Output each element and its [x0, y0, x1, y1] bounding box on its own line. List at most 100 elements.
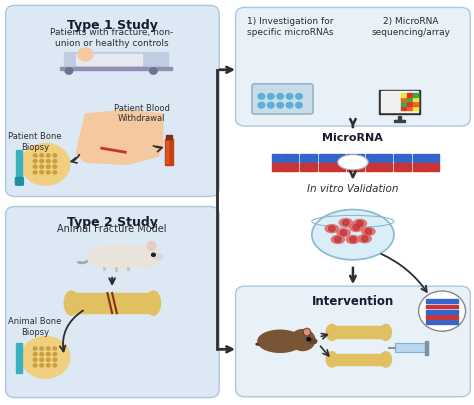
Ellipse shape	[362, 228, 375, 235]
Circle shape	[340, 230, 347, 235]
Circle shape	[33, 165, 37, 168]
Bar	[381, 92, 418, 113]
Bar	[17, 150, 22, 180]
Bar	[328, 154, 336, 162]
Bar	[412, 106, 418, 110]
Ellipse shape	[350, 224, 363, 232]
Polygon shape	[76, 110, 163, 164]
Bar	[356, 163, 364, 171]
Text: Patient Blood
Withdrawal: Patient Blood Withdrawal	[114, 104, 170, 124]
Circle shape	[53, 171, 57, 174]
Ellipse shape	[88, 245, 149, 269]
Text: Patient Bone
Biopsy: Patient Bone Biopsy	[9, 132, 62, 151]
Circle shape	[46, 165, 50, 168]
Bar	[422, 154, 430, 162]
Circle shape	[53, 160, 57, 163]
Bar	[272, 163, 280, 171]
Bar	[165, 139, 173, 166]
Bar	[407, 97, 412, 101]
Bar	[347, 154, 355, 162]
Ellipse shape	[326, 324, 337, 341]
Circle shape	[40, 154, 44, 157]
Bar	[401, 106, 406, 110]
Bar	[426, 299, 457, 303]
Circle shape	[53, 358, 57, 361]
Circle shape	[361, 236, 368, 241]
Bar	[375, 163, 383, 171]
Bar	[332, 326, 386, 339]
Bar	[403, 163, 411, 171]
Bar	[291, 154, 299, 162]
Bar	[426, 305, 457, 308]
Bar	[394, 163, 402, 171]
FancyBboxPatch shape	[6, 207, 219, 398]
Bar	[401, 97, 406, 101]
Bar	[281, 163, 289, 171]
Circle shape	[356, 221, 363, 226]
Bar	[412, 163, 420, 171]
Text: 2) MicroRNA
sequencing/array: 2) MicroRNA sequencing/array	[371, 17, 450, 37]
Ellipse shape	[354, 220, 366, 228]
Circle shape	[40, 160, 44, 163]
Bar	[384, 154, 392, 162]
Circle shape	[40, 165, 44, 168]
Bar	[403, 154, 411, 162]
Circle shape	[365, 229, 372, 234]
Bar	[319, 154, 327, 162]
Bar	[365, 163, 374, 171]
Bar	[71, 293, 154, 313]
Circle shape	[132, 243, 161, 268]
Circle shape	[258, 102, 264, 108]
Circle shape	[419, 291, 465, 331]
Bar	[337, 154, 346, 162]
Circle shape	[258, 94, 264, 99]
Circle shape	[53, 347, 57, 350]
Bar	[426, 315, 457, 319]
Bar	[412, 102, 418, 106]
Circle shape	[296, 102, 302, 108]
Ellipse shape	[325, 225, 338, 232]
Bar	[365, 154, 374, 162]
Bar	[426, 310, 457, 313]
Text: Type 2 Study: Type 2 Study	[67, 216, 157, 229]
Ellipse shape	[380, 324, 392, 341]
Bar	[422, 163, 430, 171]
Circle shape	[33, 160, 37, 163]
Bar	[319, 163, 327, 171]
Ellipse shape	[149, 243, 155, 249]
Circle shape	[328, 226, 335, 232]
Circle shape	[150, 68, 157, 74]
Ellipse shape	[339, 219, 353, 227]
Text: Animal Fracture Model: Animal Fracture Model	[57, 224, 167, 234]
Bar	[60, 66, 172, 70]
Bar	[407, 93, 412, 97]
Ellipse shape	[326, 352, 337, 367]
Circle shape	[40, 352, 44, 356]
Bar	[309, 163, 317, 171]
Circle shape	[33, 154, 37, 157]
Bar	[356, 154, 364, 162]
Circle shape	[277, 102, 283, 108]
Ellipse shape	[154, 254, 163, 260]
Bar	[401, 102, 406, 106]
Bar	[309, 154, 317, 162]
Ellipse shape	[258, 330, 302, 352]
Circle shape	[40, 171, 44, 174]
Bar	[412, 93, 418, 97]
Circle shape	[296, 94, 302, 99]
Bar	[291, 163, 299, 171]
Bar	[165, 134, 172, 139]
Circle shape	[350, 237, 356, 242]
Ellipse shape	[337, 155, 368, 170]
Text: In vitro Validation: In vitro Validation	[307, 184, 399, 194]
Text: 1) Investigation for
specific microRNAs: 1) Investigation for specific microRNAs	[247, 17, 334, 37]
Circle shape	[33, 358, 37, 361]
Circle shape	[33, 171, 37, 174]
Bar	[394, 119, 405, 122]
Circle shape	[335, 237, 341, 242]
Bar	[300, 163, 308, 171]
Circle shape	[46, 352, 50, 356]
Circle shape	[46, 154, 50, 157]
Ellipse shape	[303, 328, 310, 336]
Circle shape	[53, 154, 57, 157]
